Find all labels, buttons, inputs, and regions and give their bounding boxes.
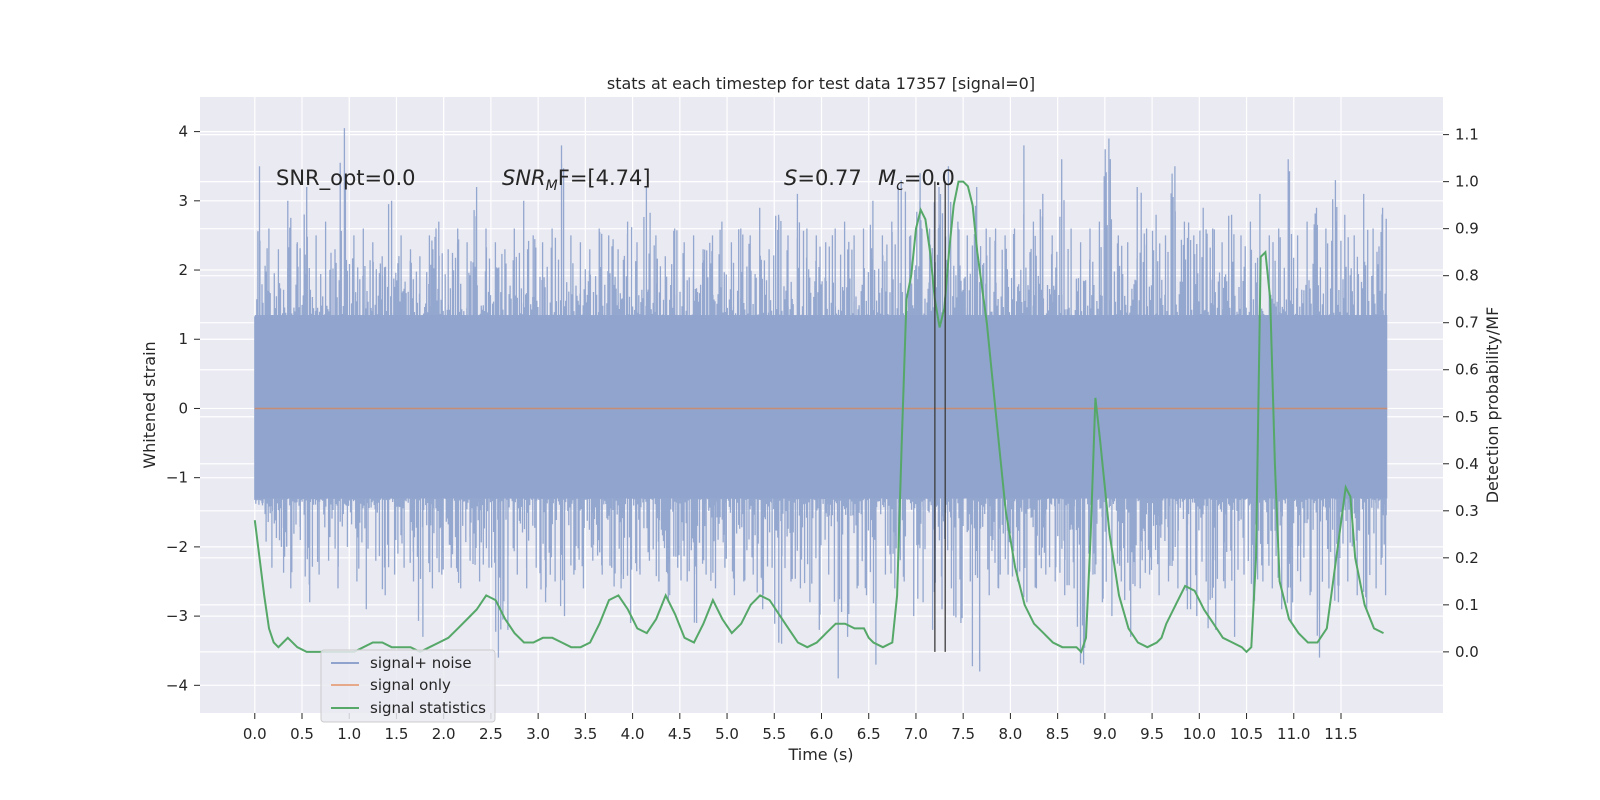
signal-statistics-series bbox=[253, 180, 1384, 654]
y-right-tick-label: 0.5 bbox=[1455, 408, 1479, 426]
x-tick-label: 7.5 bbox=[951, 725, 975, 743]
x-tick-label: 8.0 bbox=[998, 725, 1022, 743]
y-tick-label: −3 bbox=[166, 607, 188, 625]
y-axis-label: Whitened strain bbox=[140, 341, 159, 468]
chart-title: stats at each timestep for test data 173… bbox=[607, 74, 1035, 93]
y-tick-label: 4 bbox=[178, 123, 188, 141]
signal-noise-series bbox=[254, 128, 1388, 679]
x-tick-label: 2.0 bbox=[432, 725, 456, 743]
x-tick-label: 5.0 bbox=[715, 725, 739, 743]
snr-mf-annotation: SNRMF=[4.74] bbox=[502, 166, 651, 194]
y-right-tick-label: 0.0 bbox=[1455, 643, 1479, 661]
y-tick-label: −1 bbox=[166, 469, 188, 487]
y-tick-label: 1 bbox=[178, 330, 188, 348]
x-tick-label: 11.0 bbox=[1277, 725, 1310, 743]
y-right-tick-label: 0.1 bbox=[1455, 596, 1479, 614]
y-right-tick-label: 0.3 bbox=[1455, 502, 1479, 520]
x-tick-label: 3.0 bbox=[526, 725, 550, 743]
legend: signal+ noise signal only signal statist… bbox=[320, 649, 496, 723]
y-right-tick-label: 1.1 bbox=[1455, 126, 1479, 144]
x-tick-label: 7.0 bbox=[904, 725, 928, 743]
signal-statistics-line bbox=[253, 180, 1384, 654]
y-tick-label: −4 bbox=[166, 676, 188, 694]
x-tick-label: 0.0 bbox=[243, 725, 267, 743]
x-tick-label: 11.5 bbox=[1324, 725, 1357, 743]
y-tick-label: 0 bbox=[178, 399, 188, 417]
x-tick-label: 1.0 bbox=[337, 725, 361, 743]
x-tick-label: 6.0 bbox=[810, 725, 834, 743]
axis-ticks: 0.0 0.5 1.0 1.5 2.0 2.5 3.0 3.5 4.0 4.5 5.0 5.5 6.0 6… bbox=[166, 123, 1479, 743]
legend-label-signal-only: signal only bbox=[370, 676, 451, 694]
x-tick-label: 3.5 bbox=[573, 725, 597, 743]
y-right-tick-label: 0.2 bbox=[1455, 549, 1479, 567]
legend-box bbox=[320, 649, 496, 723]
x-tick-label: 9.0 bbox=[1093, 725, 1117, 743]
x-tick-label: 4.5 bbox=[668, 725, 692, 743]
y-right-tick-label: 0.8 bbox=[1455, 267, 1479, 285]
y-right-tick-label: 0.9 bbox=[1455, 220, 1479, 238]
legend-label-signal-statistics: signal statistics bbox=[370, 699, 486, 717]
y-tick-label: 2 bbox=[178, 261, 188, 279]
x-tick-label: 0.5 bbox=[290, 725, 314, 743]
y-right-tick-label: 1.0 bbox=[1455, 173, 1479, 191]
y-right-tick-label: 0.6 bbox=[1455, 361, 1479, 379]
x-tick-label: 9.5 bbox=[1140, 725, 1164, 743]
vertical-markers bbox=[934, 181, 946, 652]
snr-opt-annotation: SNR_opt=0.0 bbox=[276, 166, 416, 191]
x-axis-label: Time (s) bbox=[787, 745, 853, 764]
y-tick-label: 3 bbox=[178, 192, 188, 210]
y-right-axis-label: Detection probability/MF bbox=[1483, 307, 1502, 504]
y-right-tick-label: 0.7 bbox=[1455, 314, 1479, 332]
x-tick-label: 2.5 bbox=[479, 725, 503, 743]
y-tick-label: −2 bbox=[166, 538, 188, 556]
x-tick-label: 5.5 bbox=[762, 725, 786, 743]
s-annotation: S=0.77 bbox=[784, 166, 862, 190]
y-right-tick-label: 0.4 bbox=[1455, 455, 1479, 473]
x-tick-label: 1.5 bbox=[385, 725, 409, 743]
x-tick-label: 10.5 bbox=[1230, 725, 1263, 743]
x-tick-label: 4.0 bbox=[621, 725, 645, 743]
x-tick-label: 10.0 bbox=[1183, 725, 1216, 743]
x-tick-label: 8.5 bbox=[1046, 725, 1070, 743]
legend-label-signal-noise: signal+ noise bbox=[370, 654, 472, 672]
mc-annotation: Mc=0.0 bbox=[878, 166, 955, 194]
x-tick-label: 6.5 bbox=[857, 725, 881, 743]
